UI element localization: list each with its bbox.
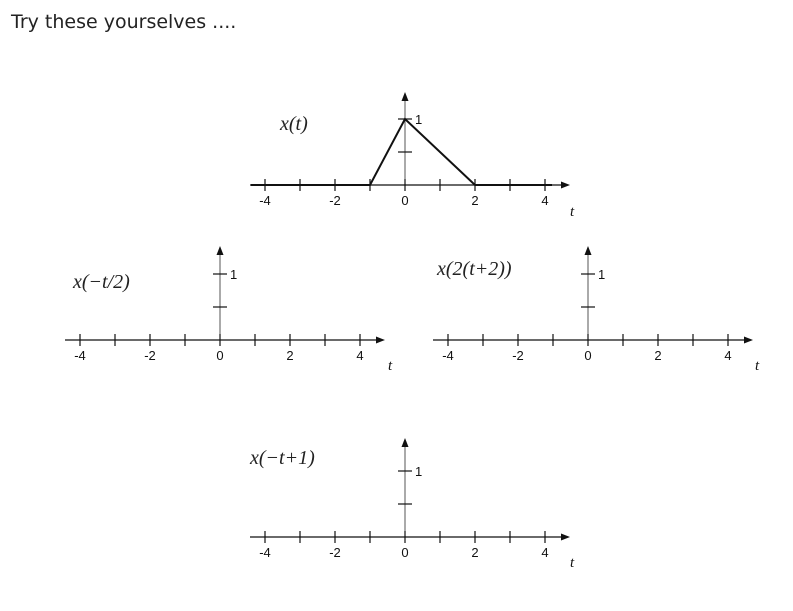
plot-x-neg-t-plus-1-svg: 1 -4 -2 0 2 4 t x(−t+1) — [249, 438, 575, 571]
plot-x-t-svg: 1 -4 -2 0 2 4 t x(t) — [250, 92, 575, 220]
x-axis-arrow — [744, 336, 753, 344]
x-tick-label: 2 — [286, 348, 293, 363]
x-tick-label: -2 — [144, 348, 156, 363]
x-tick-label: 4 — [541, 545, 548, 560]
y-tick-label-1: 1 — [415, 112, 422, 127]
plot-x-t: 1 -4 -2 0 2 4 t x(t) — [240, 88, 580, 228]
x-tick-label: -2 — [512, 348, 524, 363]
y-axis-arrow — [401, 438, 409, 447]
plot-x-2-t-plus-2: 1 -4 -2 0 2 4 t x(2(t+2)) — [425, 240, 775, 380]
x-axis-label: t — [388, 358, 393, 374]
function-label: x(2(t+2)) — [436, 258, 512, 280]
plot-x-2-t-plus-2-svg: 1 -4 -2 0 2 4 t x(2(t+2)) — [433, 246, 760, 374]
x-tick-label: 0 — [401, 545, 408, 560]
y-tick-label-1: 1 — [415, 464, 422, 479]
x-tick-label: 4 — [724, 348, 731, 363]
x-axis-label: t — [570, 555, 575, 571]
x-tick-label: 4 — [356, 348, 363, 363]
y-axis-arrow — [216, 246, 224, 255]
function-label: x(−t/2) — [72, 271, 130, 293]
x-tick-label: 2 — [471, 193, 478, 208]
plot-x-neg-t-half-svg: 1 -4 -2 0 2 4 t x(−t/2) — [65, 246, 393, 374]
x-axis-arrow — [561, 181, 570, 189]
x-axis-arrow — [561, 533, 570, 541]
x-tick-label: 0 — [584, 348, 591, 363]
x-tick-label: -4 — [259, 193, 271, 208]
signal-line — [251, 117, 552, 186]
plot-x-neg-t-half: 1 -4 -2 0 2 4 t x(−t/2) — [55, 240, 405, 380]
page-heading: Try these yourselves .... — [11, 11, 237, 33]
y-axis-arrow — [584, 246, 592, 255]
x-tick-label: 4 — [541, 193, 548, 208]
x-axis-label: t — [755, 358, 760, 374]
x-tick-label: -2 — [329, 545, 341, 560]
x-tick-label: -4 — [259, 545, 271, 560]
x-tick-label: 2 — [471, 545, 478, 560]
x-axis-label: t — [570, 204, 575, 220]
y-tick-label-1: 1 — [598, 267, 605, 282]
x-tick-label: -4 — [442, 348, 454, 363]
x-tick-label: 0 — [216, 348, 223, 363]
x-tick-label: -4 — [74, 348, 86, 363]
x-axis-arrow — [376, 336, 385, 344]
plot-x-neg-t-plus-1: 1 -4 -2 0 2 4 t x(−t+1) — [240, 432, 580, 582]
x-tick-label: 0 — [401, 193, 408, 208]
y-tick-label-1: 1 — [230, 267, 237, 282]
x-tick-label: -2 — [329, 193, 341, 208]
x-tick-label: 2 — [654, 348, 661, 363]
function-label: x(t) — [279, 113, 308, 135]
function-label: x(−t+1) — [249, 447, 315, 469]
y-axis-arrow — [401, 92, 409, 101]
